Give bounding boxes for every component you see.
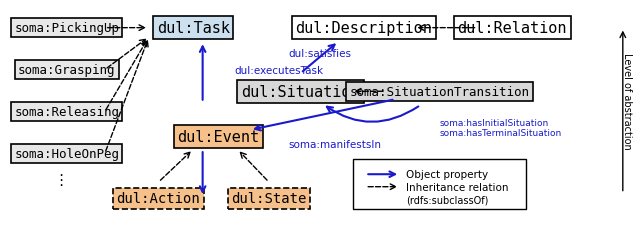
Text: Object property: Object property: [406, 169, 488, 180]
Text: dul:Task: dul:Task: [157, 21, 230, 36]
Text: dul:executesTask: dul:executesTask: [234, 65, 323, 75]
Text: dul:Situation: dul:Situation: [241, 85, 360, 99]
Text: Inheritance relation: Inheritance relation: [406, 182, 509, 192]
Text: (rdfs:subclassOf): (rdfs:subclassOf): [406, 194, 489, 204]
Text: soma:HoleOnPeg: soma:HoleOnPeg: [14, 148, 119, 161]
Text: Level of abstraction: Level of abstraction: [622, 53, 632, 149]
Text: soma:manifestsIn: soma:manifestsIn: [288, 139, 381, 149]
Text: dul:satisfies: dul:satisfies: [288, 49, 351, 58]
Text: dul:Description: dul:Description: [295, 21, 432, 36]
FancyBboxPatch shape: [353, 160, 527, 210]
Text: dul:Action: dul:Action: [116, 191, 200, 205]
Text: soma:hasInitialSituation
soma:hasTerminalSituation: soma:hasInitialSituation soma:hasTermina…: [440, 118, 562, 138]
Text: soma:SituationTransition: soma:SituationTransition: [349, 85, 529, 98]
Text: dul:Relation: dul:Relation: [458, 21, 567, 36]
Text: soma:Releasing: soma:Releasing: [14, 106, 119, 119]
Text: ⋮: ⋮: [53, 173, 68, 188]
Text: soma:Grasping: soma:Grasping: [18, 64, 116, 77]
Text: dul:Event: dul:Event: [177, 130, 259, 144]
Text: soma:PickingUp: soma:PickingUp: [14, 22, 119, 35]
Text: dul:State: dul:State: [231, 191, 307, 205]
